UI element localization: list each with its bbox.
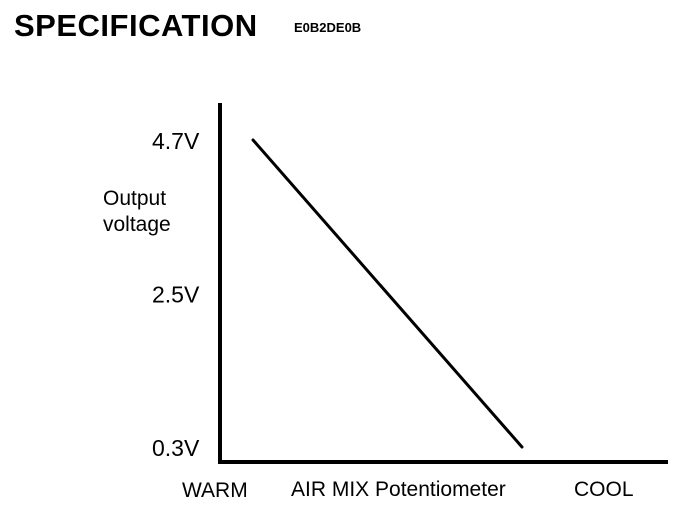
y-axis-label-line-2: voltage	[103, 213, 171, 236]
x-tick-label-cool: COOL	[574, 478, 634, 501]
y-tick-label: 0.3V	[152, 435, 200, 461]
x-axis-label: AIR MIX Potentiometer	[291, 478, 506, 501]
y-axis-label-line-1: Output	[103, 187, 166, 210]
document-code: E0B2DE0B	[294, 20, 362, 35]
output-voltage-line	[251, 138, 524, 449]
y-tick-label: 2.5V	[152, 282, 200, 308]
x-tick-label-warm: WARM	[182, 479, 248, 502]
page-title: SPECIFICATION	[14, 8, 258, 43]
y-tick-label: 4.7V	[152, 128, 200, 154]
series-layer	[251, 138, 524, 449]
y-tick-labels: 4.7V 2.5V 0.3V	[152, 128, 200, 461]
